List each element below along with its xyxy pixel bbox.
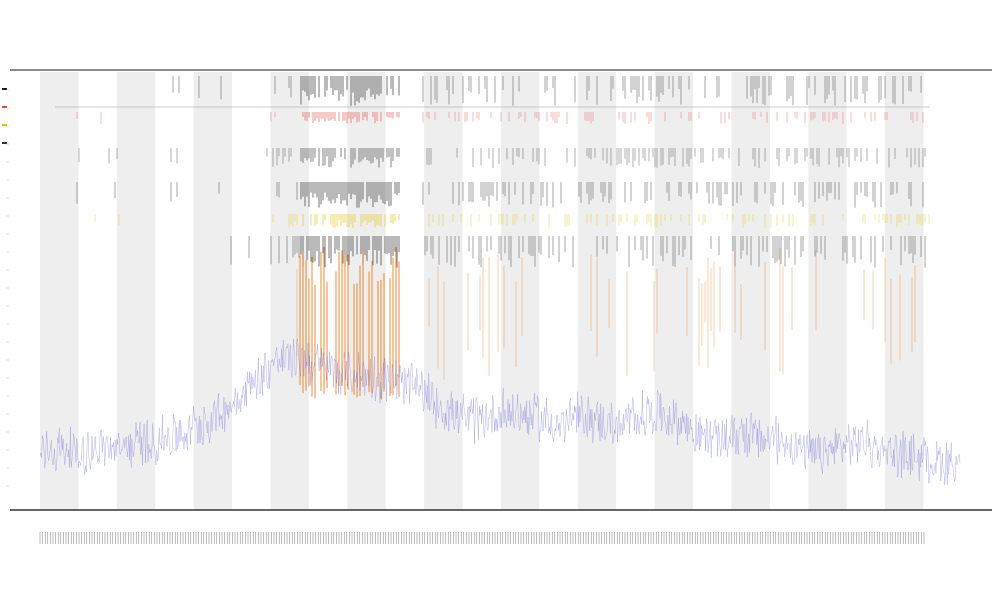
legend-item-3 — [2, 134, 22, 152]
band-2 — [116, 72, 156, 510]
band-12 — [501, 72, 540, 510]
band-23 — [923, 72, 962, 510]
legend-swatch — [2, 88, 7, 90]
legend-swatch — [2, 142, 7, 144]
band-13 — [539, 72, 578, 510]
legend-swatch — [2, 124, 7, 126]
band-4 — [193, 72, 233, 510]
band-10 — [424, 72, 463, 510]
band-16 — [654, 72, 694, 510]
band-0 — [40, 72, 79, 510]
band-8 — [347, 72, 386, 510]
legend — [2, 80, 22, 152]
signal-line — [39, 338, 961, 485]
band-3 — [155, 72, 194, 510]
legend-item-0 — [2, 80, 22, 98]
band-18 — [731, 72, 770, 510]
legend-swatch — [2, 106, 7, 108]
band-1 — [78, 72, 117, 510]
band-21 — [846, 72, 886, 510]
band-15 — [616, 72, 655, 510]
band-9 — [385, 72, 425, 510]
legend-item-1 — [2, 98, 22, 116]
band-11 — [462, 72, 501, 510]
legend-item-2 — [2, 116, 22, 134]
band-5 — [232, 72, 271, 510]
band-20 — [808, 72, 847, 510]
band-22 — [885, 72, 924, 510]
